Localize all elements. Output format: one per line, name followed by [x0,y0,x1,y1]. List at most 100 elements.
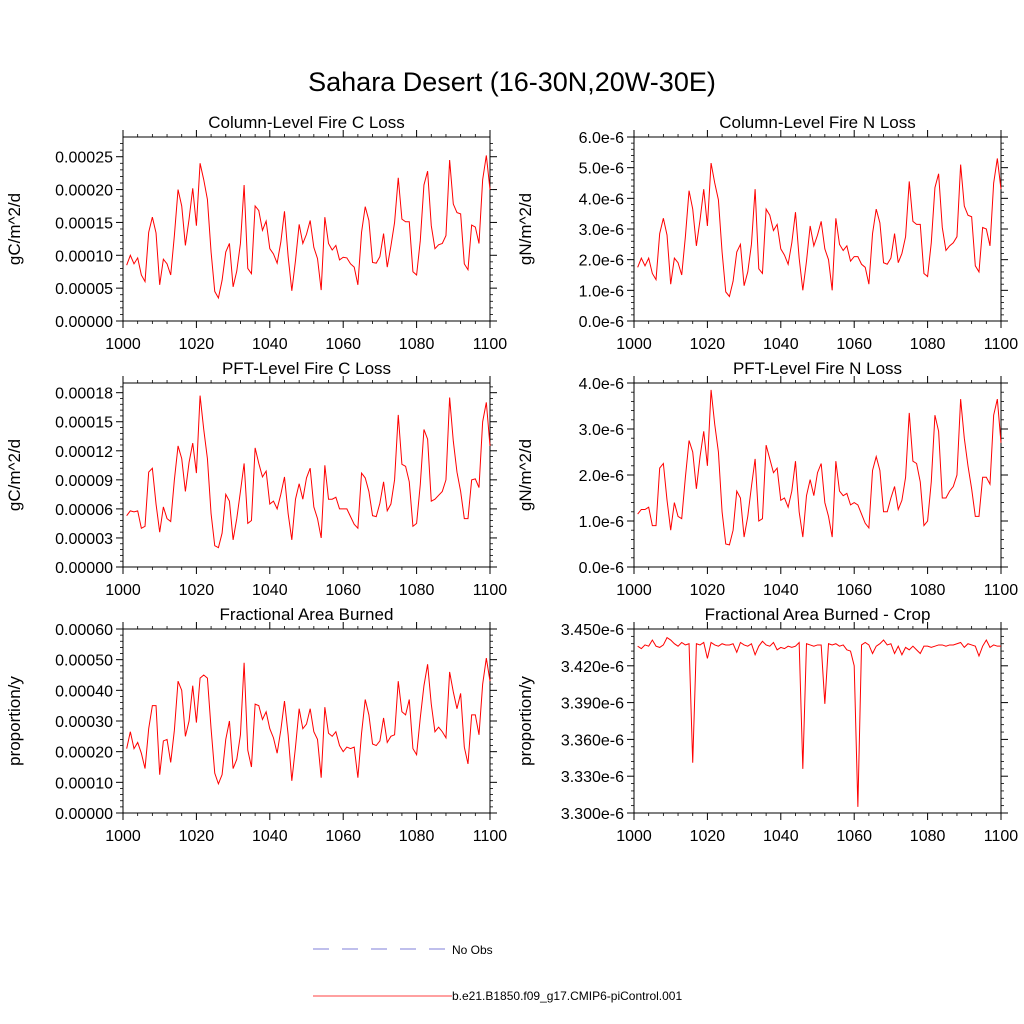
x-tick-label: 1060 [325,336,361,353]
chart-panel-5: 1000 1020 1040 1060 1080 1100 0.00000 0.00010 0.… [5,605,507,845]
x-tick-label: 1100 [984,336,1019,353]
chart-panel-6: 1000 1020 1040 1060 1080 1100 3.300e-6 3.330e-6… [516,605,1018,845]
chart-panel-1: 1000 1020 1040 1060 1080 1100 0.00000 0.00005 0.… [5,113,507,353]
x-tick-label: 1000 [105,336,141,353]
y-tick-label: 0.00020 [55,183,113,200]
x-tick-label: 1040 [763,828,799,845]
panel-title: Column-Level Fire C Loss [208,113,405,132]
y-tick-label: 3.0e-6 [579,422,624,439]
x-tick-label: 1080 [399,828,435,845]
x-tick-label: 1040 [763,582,799,599]
y-tick-label: 0.00060 [55,622,113,639]
x-tick-label: 1000 [105,828,141,845]
panel-title: PFT-Level Fire C Loss [222,359,391,378]
y-tick-label: 1.0e-6 [579,283,624,300]
series-line [637,158,1002,298]
y-tick-label: 0.00050 [55,653,113,670]
plot-frame [633,628,1002,814]
y-tick-label: 0.00009 [55,473,113,490]
y-tick-label: 0.0e-6 [579,314,624,331]
panels: 1000 1020 1040 1060 1080 1100 0.00000 0.00005 0.… [5,113,1018,845]
y-tick-label: 4.0e-6 [579,191,624,208]
y-tick-label: 0.00018 [55,386,113,403]
y-tick-label: 0.00000 [55,560,113,577]
y-tick-label: 5.0e-6 [579,161,624,178]
panel-title: PFT-Level Fire N Loss [733,359,902,378]
plot-frame [633,136,1002,322]
series-line [126,155,491,300]
x-tick-label: 1000 [105,582,141,599]
chart-panel-4: 1000 1020 1040 1060 1080 1100 0.0e-6 1.0e-6 2.0e… [516,359,1018,599]
legend-label-no-obs: No Obs [452,943,493,957]
x-tick-label: 1080 [399,336,435,353]
y-tick-label: 1.0e-6 [579,514,624,531]
y-tick-label: 0.00000 [55,314,113,331]
x-tick-label: 1040 [252,582,288,599]
y-tick-label: 6.0e-6 [579,130,624,147]
series-line [637,636,1001,807]
series-line [126,658,491,786]
y-axis-label: proportion/y [5,676,24,766]
y-tick-label: 0.00020 [55,745,113,762]
y-tick-label: 0.00025 [55,150,113,167]
x-tick-label: 1060 [325,582,361,599]
x-tick-label: 1060 [836,828,872,845]
y-tick-label: 3.300e-6 [561,806,624,823]
legend: No Obs b.e21.B1850.f09_g17.CMIP6-piContr… [313,943,682,1003]
x-tick-label: 1020 [179,828,215,845]
y-axis-label: gN/m^2/d [516,193,535,265]
chart-panel-3: 1000 1020 1040 1060 1080 1100 0.00000 0.00003 0.… [5,359,507,599]
x-tick-label: 1080 [910,582,946,599]
x-tick-label: 1080 [399,582,435,599]
x-tick-label: 1100 [984,582,1019,599]
x-tick-label: 1100 [473,828,508,845]
x-tick-label: 1060 [836,582,872,599]
y-tick-label: 0.00003 [55,531,113,548]
y-tick-label: 0.00012 [55,444,113,461]
y-axis-label: gN/m^2/d [516,439,535,511]
y-tick-label: 0.00015 [55,215,113,232]
x-tick-label: 1000 [616,582,652,599]
y-tick-label: 3.390e-6 [561,696,624,713]
x-tick-label: 1020 [179,582,215,599]
x-tick-label: 1040 [252,336,288,353]
y-tick-label: 0.00010 [55,248,113,265]
y-tick-label: 4.0e-6 [579,376,624,393]
y-tick-label: 0.00010 [55,775,113,792]
legend-label-model: b.e21.B1850.f09_g17.CMIP6-piControl.001 [452,989,682,1003]
y-tick-label: 0.00000 [55,806,113,823]
x-tick-label: 1020 [690,336,726,353]
y-tick-label: 0.00030 [55,714,113,731]
y-tick-label: 3.360e-6 [561,732,624,749]
x-tick-label: 1040 [252,828,288,845]
plot-frame [122,136,491,322]
y-axis-label: gC/m^2/d [5,439,24,511]
y-tick-label: 2.0e-6 [579,253,624,270]
x-tick-label: 1100 [984,828,1019,845]
y-axis-label: proportion/y [516,676,535,766]
y-tick-label: 0.00005 [55,281,113,298]
x-tick-label: 1020 [690,582,726,599]
chart-panel-2: 1000 1020 1040 1060 1080 1100 0.0e-6 1.0e-6 2.0e… [516,113,1018,353]
x-tick-label: 1040 [763,336,799,353]
x-tick-label: 1000 [616,336,652,353]
x-tick-label: 1060 [325,828,361,845]
y-tick-label: 3.0e-6 [579,222,624,239]
panel-title: Column-Level Fire N Loss [719,113,916,132]
y-tick-label: 0.00006 [55,502,113,519]
x-tick-label: 1100 [473,582,508,599]
panel-title: Fractional Area Burned [220,605,394,624]
x-tick-label: 1080 [910,336,946,353]
figure-title: Sahara Desert (16-30N,20W-30E) [308,67,716,97]
series-line [126,395,491,549]
x-tick-label: 1080 [910,828,946,845]
y-tick-label: 2.0e-6 [579,468,624,485]
y-tick-label: 0.00015 [55,415,113,432]
y-axis-label: gC/m^2/d [5,193,24,265]
y-tick-label: 0.00040 [55,683,113,700]
series-line [637,389,1002,546]
x-tick-label: 1020 [690,828,726,845]
plot-frame [122,382,491,568]
x-tick-label: 1100 [473,336,508,353]
